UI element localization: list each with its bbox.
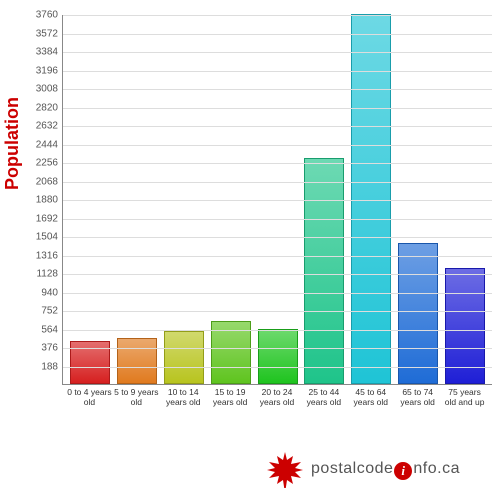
info-badge-icon: i [394,462,412,480]
x-category-label: 0 to 4 years old [66,387,113,407]
gridline [63,108,492,109]
ytick-label: 3196 [22,65,58,76]
bar [398,243,438,384]
ytick-label: 2820 [22,102,58,113]
gridline [63,219,492,220]
x-category-label: 15 to 19 years old [207,387,254,407]
ytick-label: 2444 [22,139,58,150]
gridline [63,182,492,183]
ytick-label: 2068 [22,176,58,187]
ytick-label: 2632 [22,121,58,132]
gridline [63,274,492,275]
y-axis-label: Population [2,97,23,190]
brand-pre: postalcode [311,460,393,477]
gridline [63,52,492,53]
gridline [63,89,492,90]
ytick-label: 564 [22,324,58,335]
x-category-label: 75 years old and up [441,387,488,407]
ytick-label: 3008 [22,84,58,95]
ytick-label: 376 [22,343,58,354]
gridline [63,200,492,201]
gridline [63,348,492,349]
x-category-label: 65 to 74 years old [394,387,441,407]
bar [164,331,204,384]
brand-text: postalcodeinfo.ca [311,460,460,480]
footer-brand: postalcodeinfo.ca [265,450,460,490]
x-category-label: 45 to 64 years old [347,387,394,407]
ytick-label: 188 [22,361,58,372]
gridline [63,163,492,164]
x-category-label: 10 to 14 years old [160,387,207,407]
gridline [63,237,492,238]
ytick-label: 1880 [22,195,58,206]
gridline [63,293,492,294]
ytick-label: 2256 [22,158,58,169]
ytick-label: 1692 [22,213,58,224]
ytick-label: 1128 [22,269,58,280]
brand-post: nfo.ca [413,460,460,477]
gridline [63,145,492,146]
gridline [63,256,492,257]
ytick-label: 3760 [22,10,58,21]
population-chart: Population 0 to 4 years old5 to 9 years … [0,10,500,450]
gridline [63,71,492,72]
ytick-label: 3572 [22,28,58,39]
gridline [63,311,492,312]
plot-area [62,15,492,385]
ytick-label: 752 [22,306,58,317]
ytick-label: 1504 [22,232,58,243]
x-category-label: 20 to 24 years old [254,387,301,407]
bar [304,158,344,384]
ytick-label: 1316 [22,250,58,261]
bar [117,338,157,384]
x-category-label: 25 to 44 years old [300,387,347,407]
gridline [63,126,492,127]
gridline [63,15,492,16]
maple-leaf-icon [265,450,305,490]
ytick-label: 3384 [22,47,58,58]
x-category-label: 5 to 9 years old [113,387,160,407]
bar [351,14,391,384]
ytick-label: 940 [22,287,58,298]
bar [258,329,298,384]
x-labels-group: 0 to 4 years old5 to 9 years old10 to 14… [62,387,492,407]
gridline [63,34,492,35]
gridline [63,330,492,331]
gridline [63,367,492,368]
